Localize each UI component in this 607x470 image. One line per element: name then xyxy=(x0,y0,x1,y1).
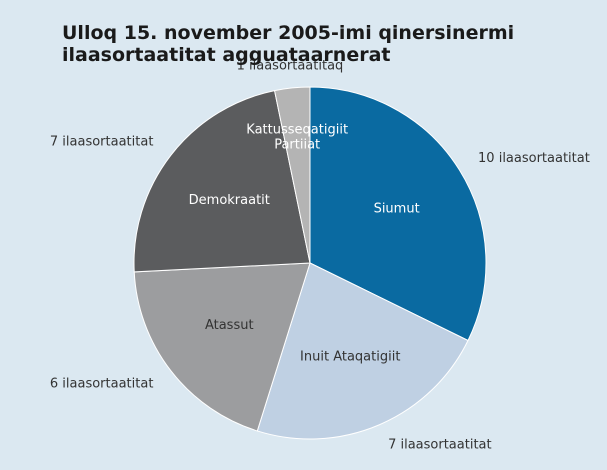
pie-slice xyxy=(309,86,487,342)
value-label: 7 ilaasortaatitat xyxy=(50,134,154,149)
value-label: 7 ilaasortaatitat xyxy=(388,437,492,452)
pie-slice xyxy=(133,90,311,273)
value-label: 1 ilaasortaatitaq xyxy=(237,59,344,74)
pie-slice xyxy=(256,262,469,440)
pie-slice xyxy=(273,86,311,264)
slice-label: Demokraatit xyxy=(189,193,270,208)
value-label: 6 ilaasortaatitat xyxy=(50,377,154,392)
chart-title: Ulloq 15. november 2005-imi qinersinermi… xyxy=(62,22,515,66)
pie-slice xyxy=(133,262,311,432)
slice-label: Inuit Ataqatigiit xyxy=(300,349,400,364)
slice-label: Atassut xyxy=(205,318,254,333)
slice-label: Kattusseqatigiit Partiiat xyxy=(246,122,348,152)
value-label: 10 ilaasortaatitat xyxy=(478,151,590,166)
slice-label: Siumut xyxy=(374,202,420,217)
